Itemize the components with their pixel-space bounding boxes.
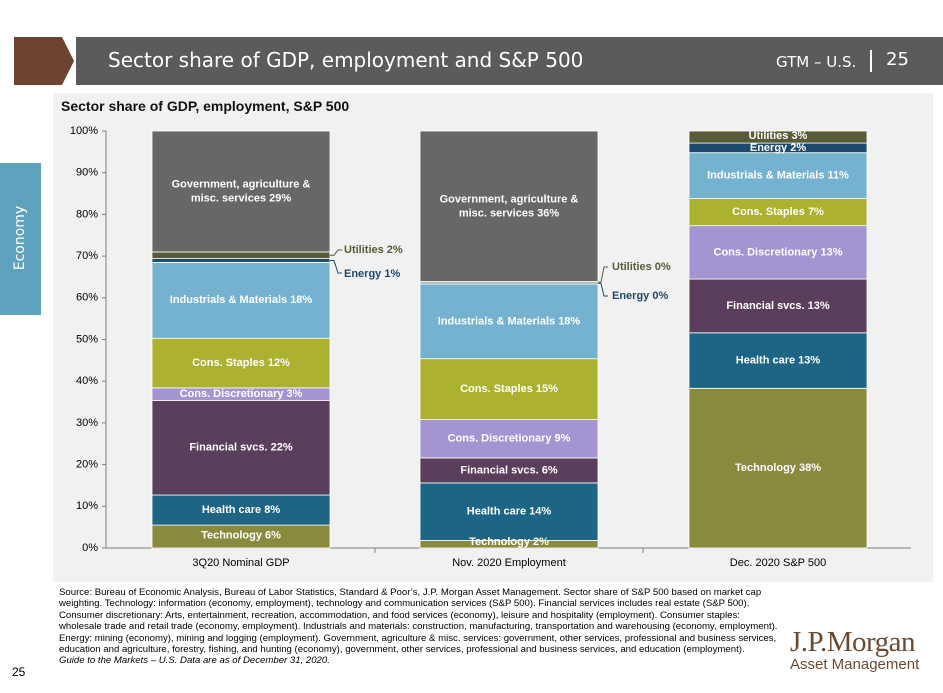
page-title: Sector share of GDP, employment and S&P … [108, 48, 584, 72]
y-tick-label: 80% [76, 208, 98, 220]
data-label: Financial svcs. 13% [726, 300, 830, 312]
y-tick-label: 10% [76, 500, 98, 512]
data-label: Industrials & Materials 18% [170, 294, 313, 306]
chart-title: Sector share of GDP, employment, S&P 500 [61, 98, 350, 114]
data-label: Health care 13% [736, 354, 821, 366]
bar-segment [419, 358, 599, 420]
data-label: Energy 1% [344, 268, 400, 280]
data-label: Health care 8% [202, 504, 280, 516]
data-label: Cons. Discretionary 9% [448, 433, 571, 445]
data-label: Industrials & Materials 11% [707, 170, 849, 182]
x-category-label: Dec. 2020 S&P 500 [730, 557, 826, 569]
y-tick-label: 50% [76, 333, 98, 345]
callout-line [330, 249, 342, 256]
data-label: Technology 2% [469, 536, 549, 548]
bar-segment [419, 482, 599, 541]
callout-line [598, 266, 608, 283]
data-label: Government, agriculture & misc. services … [440, 193, 579, 219]
data-label: Cons. Staples 15% [460, 383, 558, 395]
section-tab[interactable] [0, 163, 41, 315]
source-text: Source: Bureau of Economic Analysis, Bur… [59, 587, 778, 656]
data-label: Cons. Discretionary 3% [180, 388, 303, 400]
x-category-label: Nov. 2020 Employment [452, 557, 566, 569]
data-label: Utilities 0% [612, 261, 671, 273]
y-tick-label: 0% [82, 542, 98, 554]
data-label: Technology 38% [735, 462, 821, 474]
logo-sub-text: Asset Management [790, 656, 920, 673]
y-tick-label: 100% [70, 125, 98, 137]
bar-segment [151, 399, 331, 496]
bar-segment [688, 332, 868, 389]
bar-segment [419, 283, 599, 360]
callout-line [330, 259, 342, 274]
data-label: Financial svcs. 22% [189, 442, 293, 454]
jpmorgan-logo: J.P.Morgan Asset Management [790, 627, 930, 673]
data-label: Government, agriculture & misc. services … [172, 178, 311, 204]
y-tick-label: 40% [76, 375, 98, 387]
bar-segment [419, 419, 599, 459]
data-label: Energy 0% [612, 290, 668, 302]
data-label: Utilities 3% [749, 130, 808, 142]
y-tick-label: 90% [76, 167, 98, 179]
data-label: Industrials & Materials 18% [438, 315, 581, 327]
data-label: Cons. Discretionary 13% [714, 246, 843, 258]
data-label: Financial svcs. 6% [460, 464, 557, 476]
bar-segment [688, 225, 868, 280]
y-tick-label: 60% [76, 292, 98, 304]
y-tick-label: 70% [76, 250, 98, 262]
bar-segment [688, 152, 868, 199]
callout-line [598, 282, 608, 297]
data-label: Technology 6% [201, 529, 281, 541]
header-page-number: 25 [886, 49, 909, 70]
y-tick-label: 20% [76, 459, 98, 471]
bar-segment [419, 130, 599, 282]
bar-segment [688, 278, 868, 334]
data-label: Utilities 2% [344, 244, 403, 256]
data-label: Cons. Staples 12% [192, 357, 290, 369]
header-chevron-icon [14, 37, 74, 85]
bar-segment [151, 337, 331, 389]
bar-segment [688, 130, 868, 144]
bar-segment [151, 251, 331, 260]
bar-segment [151, 261, 331, 339]
header-divider [870, 50, 872, 72]
y-tick-label: 30% [76, 417, 98, 429]
footer-page-number: 25 [12, 665, 26, 679]
x-category-label: 3Q20 Nominal GDP [192, 557, 289, 569]
bar-segment [151, 130, 331, 253]
source-date-note: Guide to the Markets – U.S. Data are as … [59, 655, 330, 667]
data-label: Cons. Staples 7% [732, 206, 824, 218]
logo-main-text: J.P.Morgan [790, 626, 916, 658]
header-bar [76, 37, 943, 85]
bar-segment [151, 258, 331, 263]
data-label: Health care 14% [467, 506, 552, 518]
guide-label: GTM – U.S. [776, 53, 857, 71]
source-note: Source: Bureau of Economic Analysis, Bur… [59, 587, 779, 667]
data-label: Energy 2% [750, 142, 806, 154]
